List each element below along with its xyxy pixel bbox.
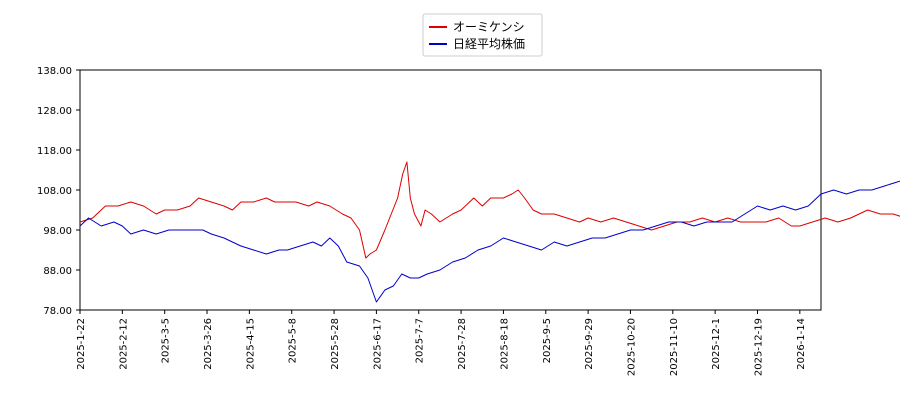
x-tick-label: 2025-12-19 [753, 318, 764, 376]
legend-label: 日経平均株価 [453, 36, 525, 51]
x-tick-label: 2025-3-5 [161, 318, 172, 363]
series-lines [79, 161, 900, 303]
axes: 78.00 88.00 98.00 108.00 118.00 128.00 138.00 2… [37, 66, 822, 376]
x-tick-label: 2025-7-7 [415, 318, 426, 363]
y-tick-label: 108.00 [37, 186, 72, 197]
x-tick-label: 2025-3-26 [203, 318, 214, 370]
legend-label: オーミケンシ [453, 20, 525, 34]
series-line-0 [79, 161, 900, 259]
x-tick-label: 2025-2-12 [118, 318, 129, 370]
y-tick-label: 88.00 [43, 266, 72, 277]
series-line-1 [79, 180, 900, 303]
x-tick-label: 2026-1-14 [796, 318, 807, 370]
x-tick-label: 2025-1-22 [76, 318, 87, 370]
legend-box [422, 13, 543, 57]
x-tick-label: 2025-7-28 [457, 318, 468, 370]
x-tick-label: 2025-8-18 [499, 318, 510, 370]
x-tick-label: 2025-12-1 [711, 318, 722, 370]
x-tick-label: 2025-5-28 [330, 318, 341, 370]
plot-area [79, 69, 822, 311]
x-tick-label: 2025-11-10 [669, 318, 680, 376]
y-tick-label: 138.00 [37, 66, 72, 77]
x-tick-label: 2025-5-8 [288, 318, 299, 363]
x-tick-label: 2025-9-5 [542, 318, 553, 363]
x-tick-label: 2025-9-29 [584, 318, 595, 370]
y-tick-label: 98.00 [43, 226, 72, 237]
x-tick-label: 2025-4-15 [245, 318, 256, 370]
x-tick-label: 2025-6-17 [372, 318, 383, 370]
y-tick-label: 118.00 [37, 146, 72, 157]
y-tick-label: 128.00 [37, 106, 72, 117]
x-tick-label: 2025-10-20 [626, 318, 637, 376]
y-tick-label: 78.00 [43, 306, 72, 317]
